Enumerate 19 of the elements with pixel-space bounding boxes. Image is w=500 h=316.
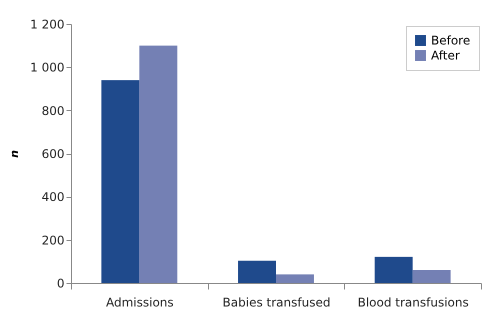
x-tick-label: Babies transfused [222,296,330,310]
y-axis-title: n [8,150,22,158]
x-tick-label: Admissions [106,296,174,310]
y-tick-label: 1 000 [30,60,64,75]
y-tick-label: 400 [42,190,64,204]
y-tick-label: 800 [42,104,64,118]
bar [374,256,413,283]
y-tick-label: 1 200 [30,18,64,32]
bar [238,260,276,283]
legend-label: Before [431,34,470,48]
y-tick-label: 0 [56,276,64,290]
bar [101,80,140,283]
y-tick-label: 600 [42,147,64,161]
x-tick-label: Blood transfusions [358,296,469,310]
legend-label: After [431,48,460,62]
bar [412,270,451,283]
y-tick-label: 200 [42,233,64,248]
bar [139,46,178,283]
bar [276,274,314,283]
